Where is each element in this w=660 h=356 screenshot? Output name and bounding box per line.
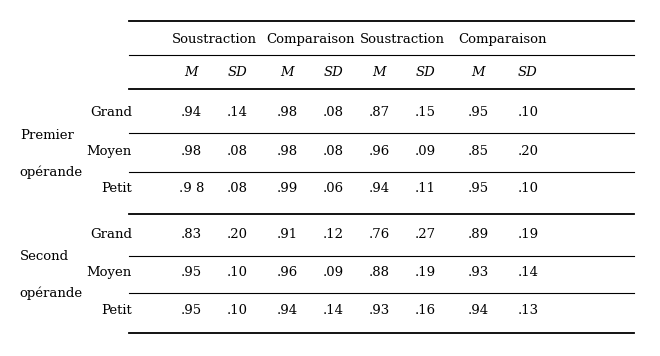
Text: .14: .14 xyxy=(323,304,344,317)
Text: .20: .20 xyxy=(517,145,539,158)
Text: Petit: Petit xyxy=(101,304,132,317)
Text: .83: .83 xyxy=(181,229,202,241)
Text: M: M xyxy=(185,67,198,79)
Text: .09: .09 xyxy=(323,266,344,279)
Text: .95: .95 xyxy=(181,266,202,279)
Text: .95: .95 xyxy=(468,182,489,195)
Text: .10: .10 xyxy=(517,182,539,195)
Text: Comparaison: Comparaison xyxy=(266,33,354,46)
Text: .89: .89 xyxy=(468,229,489,241)
Text: SD: SD xyxy=(416,67,436,79)
Text: .16: .16 xyxy=(415,304,436,317)
Text: .94: .94 xyxy=(369,182,390,195)
Text: .94: .94 xyxy=(277,304,298,317)
Text: Moyen: Moyen xyxy=(86,266,132,279)
Text: .85: .85 xyxy=(468,145,489,158)
Text: SD: SD xyxy=(228,67,248,79)
Text: .15: .15 xyxy=(415,106,436,119)
Text: M: M xyxy=(373,67,386,79)
Text: .12: .12 xyxy=(323,229,344,241)
Text: .93: .93 xyxy=(369,304,390,317)
Text: .27: .27 xyxy=(415,229,436,241)
Text: Soustraction: Soustraction xyxy=(172,33,257,46)
Text: .08: .08 xyxy=(227,145,248,158)
Text: .08: .08 xyxy=(323,145,344,158)
Text: Grand: Grand xyxy=(90,229,132,241)
Text: SD: SD xyxy=(518,67,538,79)
Text: .10: .10 xyxy=(227,304,248,317)
Text: .14: .14 xyxy=(517,266,539,279)
Text: .09: .09 xyxy=(415,145,436,158)
Text: .88: .88 xyxy=(369,266,390,279)
Text: Comparaison: Comparaison xyxy=(459,33,547,46)
Text: .93: .93 xyxy=(468,266,489,279)
Text: .08: .08 xyxy=(323,106,344,119)
Text: .19: .19 xyxy=(415,266,436,279)
Text: .06: .06 xyxy=(323,182,344,195)
Text: .9 8: .9 8 xyxy=(179,182,204,195)
Text: .20: .20 xyxy=(227,229,248,241)
Text: .76: .76 xyxy=(369,229,390,241)
Text: .99: .99 xyxy=(277,182,298,195)
Text: .10: .10 xyxy=(517,106,539,119)
Text: .96: .96 xyxy=(277,266,298,279)
Text: M: M xyxy=(472,67,485,79)
Text: SD: SD xyxy=(323,67,343,79)
Text: .96: .96 xyxy=(369,145,390,158)
Text: .87: .87 xyxy=(369,106,390,119)
Text: Moyen: Moyen xyxy=(86,145,132,158)
Text: .11: .11 xyxy=(415,182,436,195)
Text: .98: .98 xyxy=(181,145,202,158)
Text: .98: .98 xyxy=(277,145,298,158)
Text: .14: .14 xyxy=(227,106,248,119)
Text: M: M xyxy=(280,67,294,79)
Text: .94: .94 xyxy=(181,106,202,119)
Text: .94: .94 xyxy=(468,304,489,317)
Text: Soustraction: Soustraction xyxy=(360,33,445,46)
Text: Premier: Premier xyxy=(20,129,74,142)
Text: opérande: opérande xyxy=(20,287,83,300)
Text: Second: Second xyxy=(20,250,69,263)
Text: .95: .95 xyxy=(181,304,202,317)
Text: opérande: opérande xyxy=(20,166,83,179)
Text: .95: .95 xyxy=(468,106,489,119)
Text: .19: .19 xyxy=(517,229,539,241)
Text: .13: .13 xyxy=(517,304,539,317)
Text: Petit: Petit xyxy=(101,182,132,195)
Text: .08: .08 xyxy=(227,182,248,195)
Text: Grand: Grand xyxy=(90,106,132,119)
Text: .10: .10 xyxy=(227,266,248,279)
Text: .98: .98 xyxy=(277,106,298,119)
Text: .91: .91 xyxy=(277,229,298,241)
